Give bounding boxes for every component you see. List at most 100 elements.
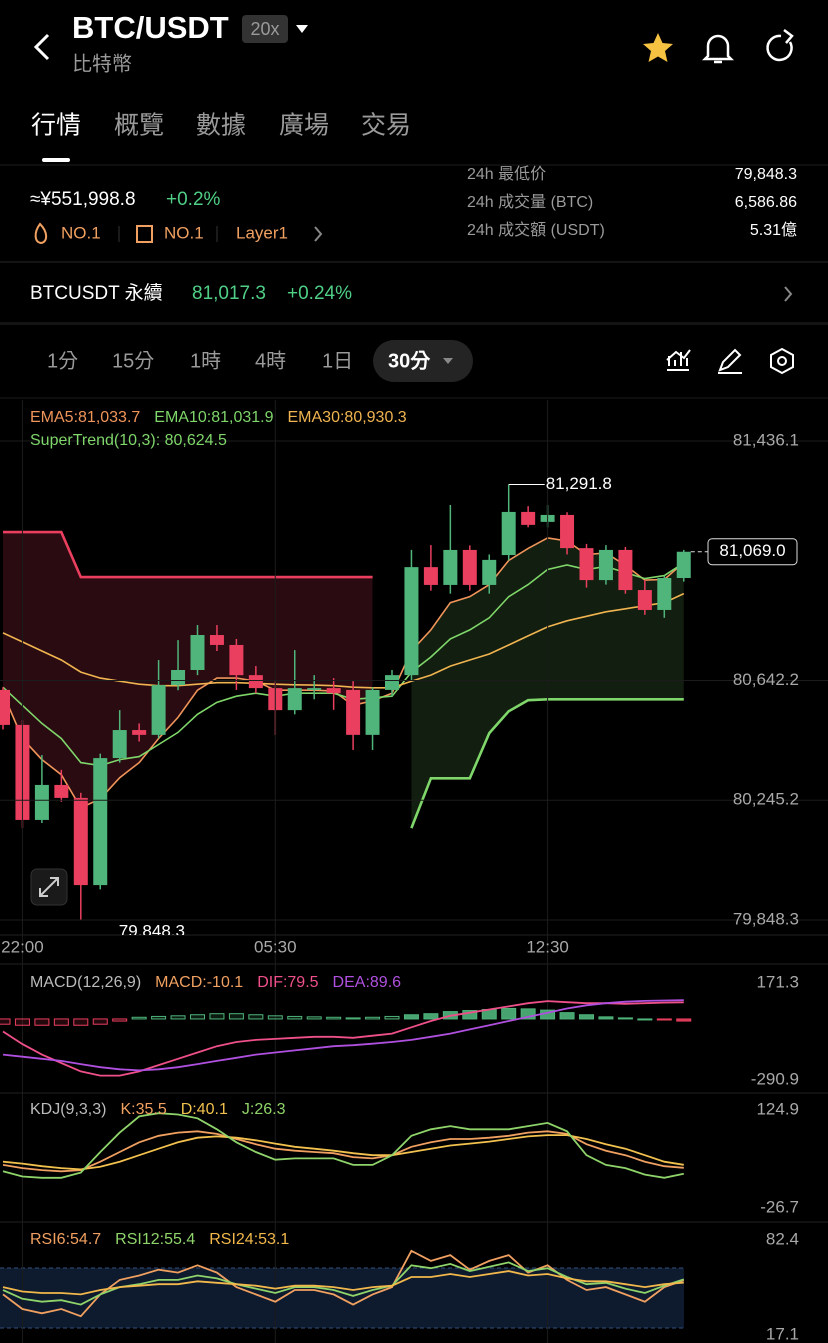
panel: 79,848.3 — [0, 484, 691, 935]
stat-label: 24h 最低价 — [467, 165, 546, 183]
interval-selected[interactable] — [373, 340, 473, 382]
dropdown-icon[interactable] — [443, 358, 453, 364]
candle-body — [229, 644, 244, 676]
legend-label: RSI24:53.1 — [209, 1231, 289, 1248]
leverage[interactable]: 20x — [250, 19, 279, 39]
tab[interactable]: 概覽 — [114, 112, 164, 140]
candle-body — [385, 675, 399, 690]
macd-bar — [151, 1015, 167, 1020]
candle-body — [521, 511, 536, 525]
dropdown-icon[interactable] — [296, 25, 308, 33]
charts: 79,848.3 79,848.3 80,245.2 80,642.2 81,436.1… — [0, 400, 828, 1343]
legend-label: RSI12:55.4 — [115, 1231, 195, 1248]
indicator-icon[interactable] — [666, 349, 691, 371]
chevron[interactable] — [784, 286, 793, 302]
badge[interactable]: NO.1 — [164, 223, 204, 242]
tab[interactable]: 數據 — [196, 112, 246, 140]
legend-label: MACD:-10.1 — [155, 974, 243, 991]
badge[interactable]: Layer1 — [236, 223, 288, 242]
candle-body — [190, 635, 205, 671]
divider — [0, 322, 828, 325]
last-price-label: 81,069.0 — [719, 541, 785, 560]
leverage-badge[interactable] — [242, 15, 288, 43]
candle-body — [34, 784, 49, 820]
candle-body — [151, 685, 166, 735]
tab[interactable]: 行情 — [31, 112, 81, 140]
interval[interactable]: 4時 — [255, 349, 286, 372]
alert-icon[interactable] — [701, 34, 735, 64]
tab-indicator — [42, 158, 70, 162]
coin-name: 比特幣 — [72, 52, 132, 75]
macd-bar — [656, 1018, 672, 1021]
legend-label: KDJ(9,3,3) — [30, 1101, 106, 1118]
y-tick-label: 81,436.1 — [733, 430, 799, 449]
tab[interactable]: 交易 — [361, 112, 411, 140]
hot-icon — [34, 222, 48, 245]
indicator-line — [2, 1270, 684, 1296]
candle-body — [560, 514, 575, 549]
interval[interactable]: 1分 — [47, 349, 78, 372]
perp-name[interactable]: BTCUSDT 永續 — [30, 282, 163, 304]
macd-bar — [306, 1016, 322, 1020]
settings-icon-dot — [777, 356, 787, 366]
candle-body — [326, 688, 341, 694]
indicator-line — [2, 1134, 684, 1171]
back-button[interactable] — [33, 33, 50, 61]
macd-bar — [267, 1015, 283, 1020]
chevron[interactable] — [314, 226, 323, 242]
stat-value: 6,586.86 — [735, 194, 797, 211]
settings-icon[interactable] — [770, 347, 794, 375]
rank-icon — [136, 225, 153, 243]
perp-price: 81,017.3 — [192, 283, 266, 304]
y-tick-label: 171.3 — [756, 972, 799, 991]
indicator-line — [3, 530, 373, 579]
x-tick-label: 22:00 — [1, 937, 44, 956]
macd-bar — [131, 1016, 147, 1020]
candle-body — [54, 784, 69, 798]
legend-label: EMA30:80,930.3 — [288, 409, 407, 426]
tab[interactable]: 廣場 — [279, 112, 329, 140]
candle-body — [676, 551, 691, 578]
candle-body — [618, 549, 633, 591]
macd-bar — [14, 1018, 30, 1026]
badge[interactable]: NO.1 — [61, 223, 101, 242]
high-label: 81,291.8 — [546, 474, 612, 493]
y-tick-label: 17.1 — [766, 1324, 799, 1343]
macd-bar — [598, 1016, 614, 1020]
candle-body — [248, 675, 263, 689]
legend-label: MACD(12,26,9) — [30, 974, 141, 991]
candle-body — [501, 511, 516, 556]
macd-bar — [403, 1014, 419, 1020]
y-tick-label: -290.9 — [751, 1069, 799, 1088]
interval[interactable]: 15分 — [112, 349, 154, 372]
draw-icon[interactable] — [718, 348, 742, 374]
legend-label: SuperTrend(10,3): 80,624.5 — [30, 432, 227, 449]
candle-body — [637, 590, 652, 610]
indicator-line — [2, 1000, 684, 1077]
interval[interactable]: 30分 — [388, 349, 431, 372]
share-icon[interactable] — [766, 29, 794, 62]
panel — [0, 999, 692, 1077]
candle-body — [598, 549, 613, 581]
macd-bar — [248, 1014, 264, 1020]
legend-label: EMA10:81,031.9 — [154, 409, 273, 426]
interval[interactable]: 1日 — [322, 350, 353, 372]
macd-bar — [112, 1018, 128, 1022]
macd-bar — [326, 1016, 342, 1020]
y-tick-label: 80,642.2 — [733, 670, 799, 689]
interval[interactable]: 1時 — [190, 349, 221, 372]
indicator-line — [2, 1112, 684, 1179]
last-price-box — [707, 538, 798, 566]
macd-bar — [73, 1018, 89, 1026]
panel — [2, 1112, 684, 1179]
candle-body — [209, 635, 224, 645]
macd-bar — [462, 1010, 478, 1020]
macd-bar — [423, 1013, 439, 1020]
favorite-icon[interactable] — [643, 33, 673, 62]
stat-value: 79,848.3 — [735, 166, 797, 183]
x-tick-label: 05:30 — [254, 937, 297, 956]
macd-bar — [209, 1013, 225, 1020]
candle-body — [365, 689, 380, 735]
macd-bar — [34, 1018, 50, 1026]
